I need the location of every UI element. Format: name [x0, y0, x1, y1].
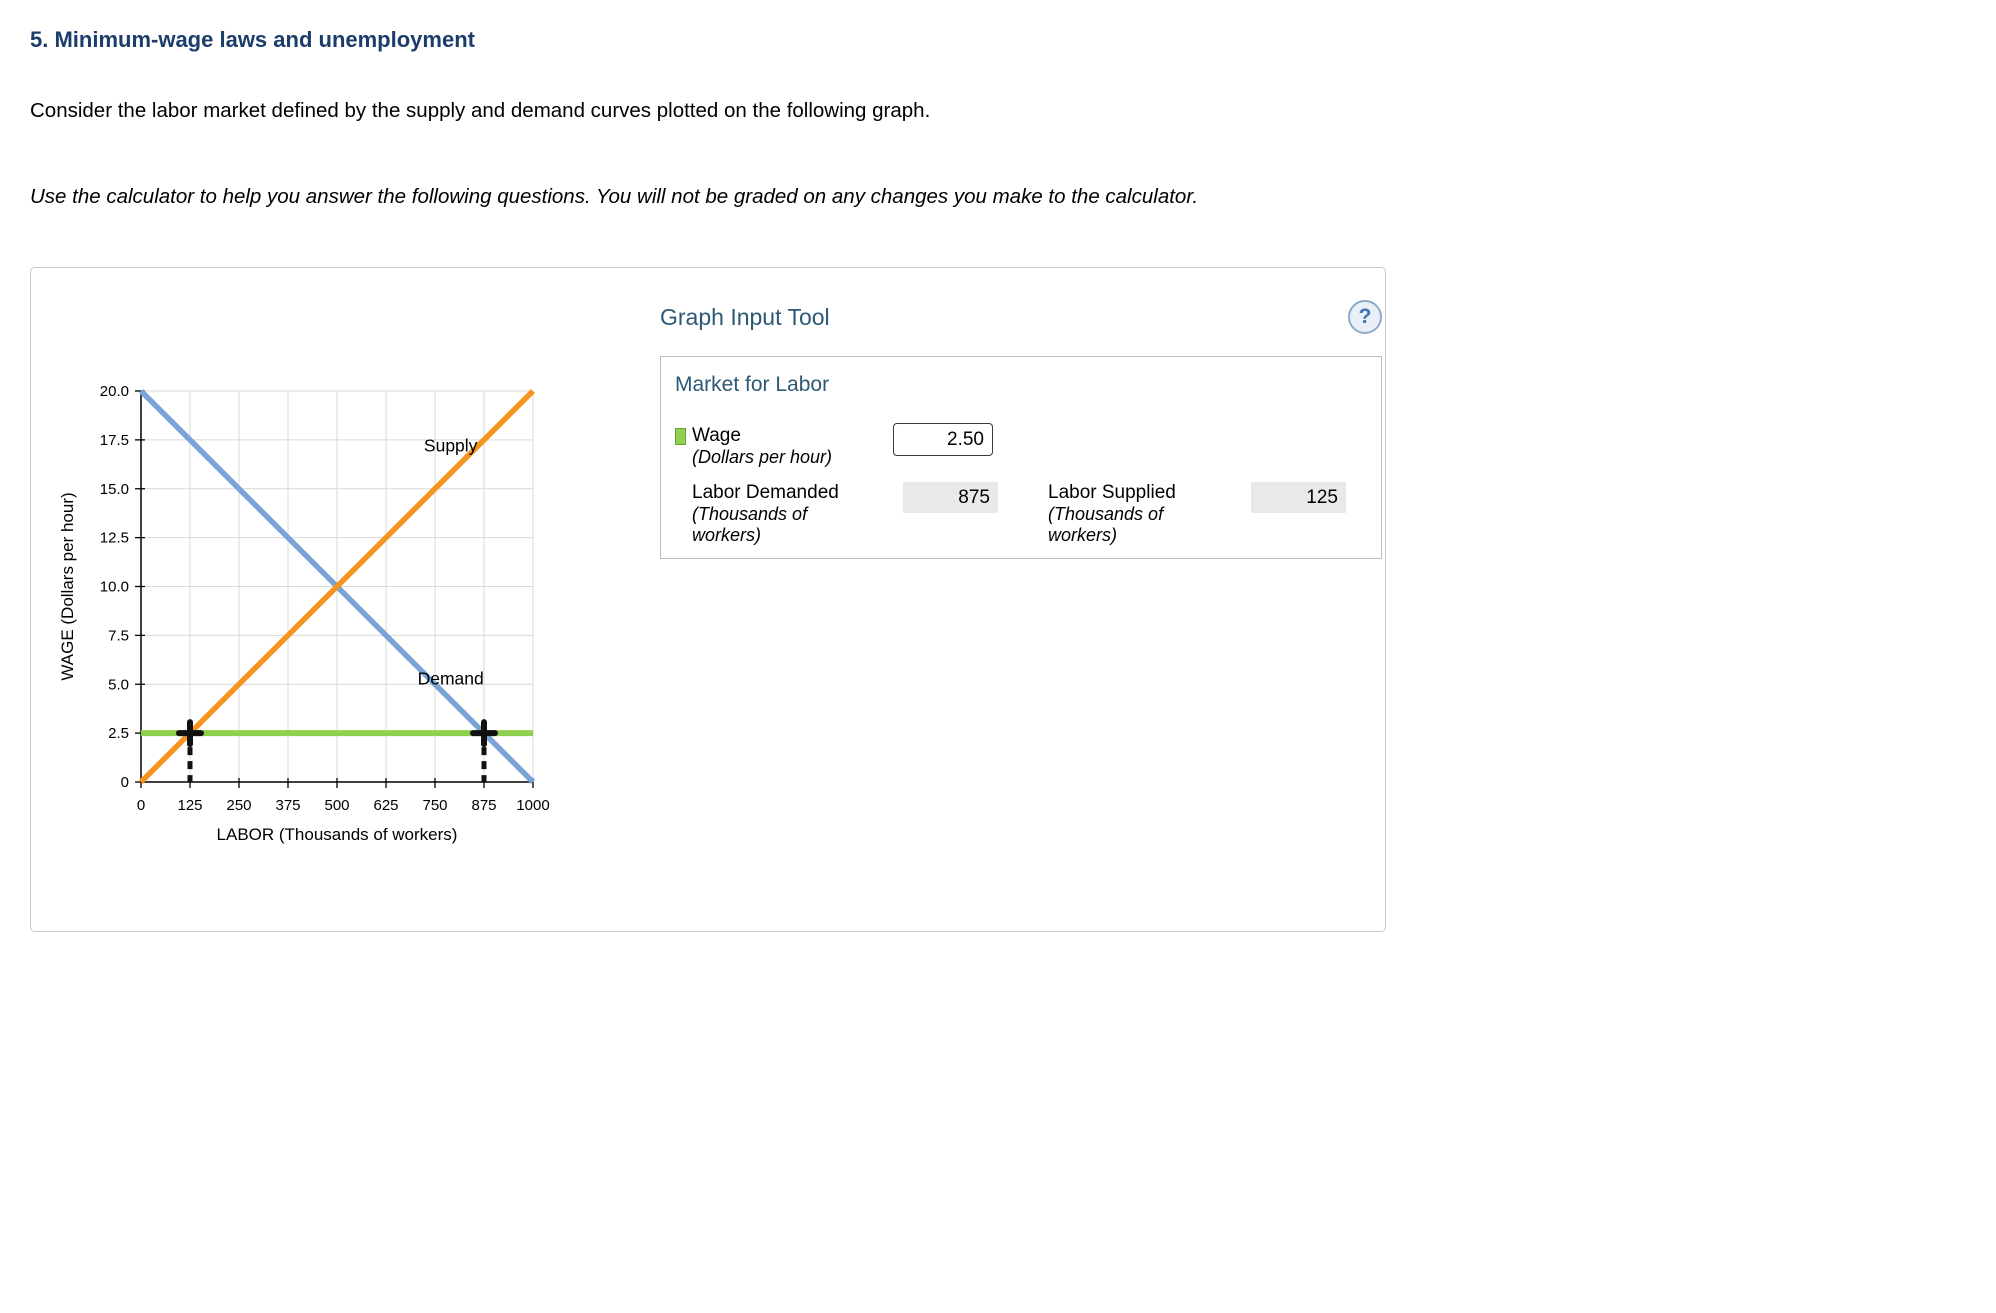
x-tick-label: 750	[422, 797, 447, 814]
labor-demanded-value: 875	[903, 482, 998, 513]
labor-market-chart: 0 125 250 375 500 625 750 875 1000 0 2.5 5.0 7.5 10.0…	[58, 383, 550, 844]
y-tick-label: 10.0	[100, 579, 129, 596]
y-axis-title: WAGE (Dollars per hour)	[58, 492, 77, 680]
wage-row: Wage (Dollars per hour)	[675, 423, 1367, 468]
y-tick-label: 12.5	[100, 530, 129, 547]
y-tick-label: 2.5	[108, 725, 129, 742]
wage-input[interactable]	[893, 423, 993, 456]
labor-supplied-label-stack: Labor Supplied (Thousands of workers)	[1048, 482, 1251, 546]
y-tick-label: 7.5	[108, 627, 129, 644]
wage-label: Wage	[692, 425, 741, 446]
labor-supplied-label: Labor Supplied	[1048, 482, 1176, 503]
x-tick-label: 125	[177, 797, 202, 814]
curve-label-demand: Demand	[418, 668, 484, 688]
calculator-panel: 0 125 250 375 500 625 750 875 1000 0 2.5 5.0 7.5 10.0…	[30, 267, 1386, 932]
labor-supplied-sublabel: (Thousands of workers)	[1048, 504, 1164, 545]
graph-input-tool: Graph Input Tool ? Market for Labor Wage…	[660, 300, 1382, 559]
x-tick-label: 375	[275, 797, 300, 814]
y-tick-label: 5.0	[108, 676, 129, 693]
labor-demanded-label-stack: Labor Demanded (Thousands of workers)	[692, 482, 903, 546]
help-icon[interactable]: ?	[1348, 300, 1382, 334]
labor-row: Labor Demanded (Thousands of workers) 87…	[675, 482, 1367, 546]
y-tick-label: 15.0	[100, 481, 129, 498]
wage-label-stack: Wage (Dollars per hour)	[692, 425, 893, 468]
y-tick-label: 0	[121, 774, 129, 791]
page-title: 5. Minimum-wage laws and unemployment	[30, 27, 475, 52]
x-tick-label: 625	[373, 797, 398, 814]
market-for-labor-title: Market for Labor	[675, 373, 830, 396]
y-tick-label: 17.5	[100, 432, 129, 449]
x-tick-label: 875	[471, 797, 496, 814]
labor-demanded-label: Labor Demanded	[692, 482, 839, 503]
instruction-text: Use the calculator to help you answer th…	[30, 185, 1199, 208]
labor-supplied-value: 125	[1251, 482, 1346, 513]
graph-input-tool-title: Graph Input Tool	[660, 304, 830, 330]
labor-demanded-sublabel: (Thousands of workers)	[692, 504, 808, 545]
wage-line-legend-swatch	[675, 428, 686, 445]
wage-sublabel: (Dollars per hour)	[692, 447, 833, 467]
x-tick-label: 1000	[516, 797, 549, 814]
series-supply	[139, 389, 535, 784]
market-for-labor-panel: Market for Labor Wage (Dollars per hour)…	[660, 356, 1382, 559]
x-tick-label: 500	[324, 797, 349, 814]
graph-input-tool-header: Graph Input Tool ?	[660, 300, 1382, 334]
y-tick-label: 20.0	[100, 383, 129, 400]
page: 5. Minimum-wage laws and unemployment Co…	[0, 27, 1996, 932]
curve-label-supply: Supply	[424, 436, 478, 456]
x-tick-label: 250	[226, 797, 251, 814]
x-axis-title: LABOR (Thousands of workers)	[217, 825, 458, 844]
x-tick-label: 0	[137, 797, 145, 814]
labor-market-graph: 0 125 250 375 500 625 750 875 1000 0 2.5 5.0 7.5 10.0…	[51, 376, 596, 848]
intro-text: Consider the labor market defined by the…	[30, 99, 931, 122]
